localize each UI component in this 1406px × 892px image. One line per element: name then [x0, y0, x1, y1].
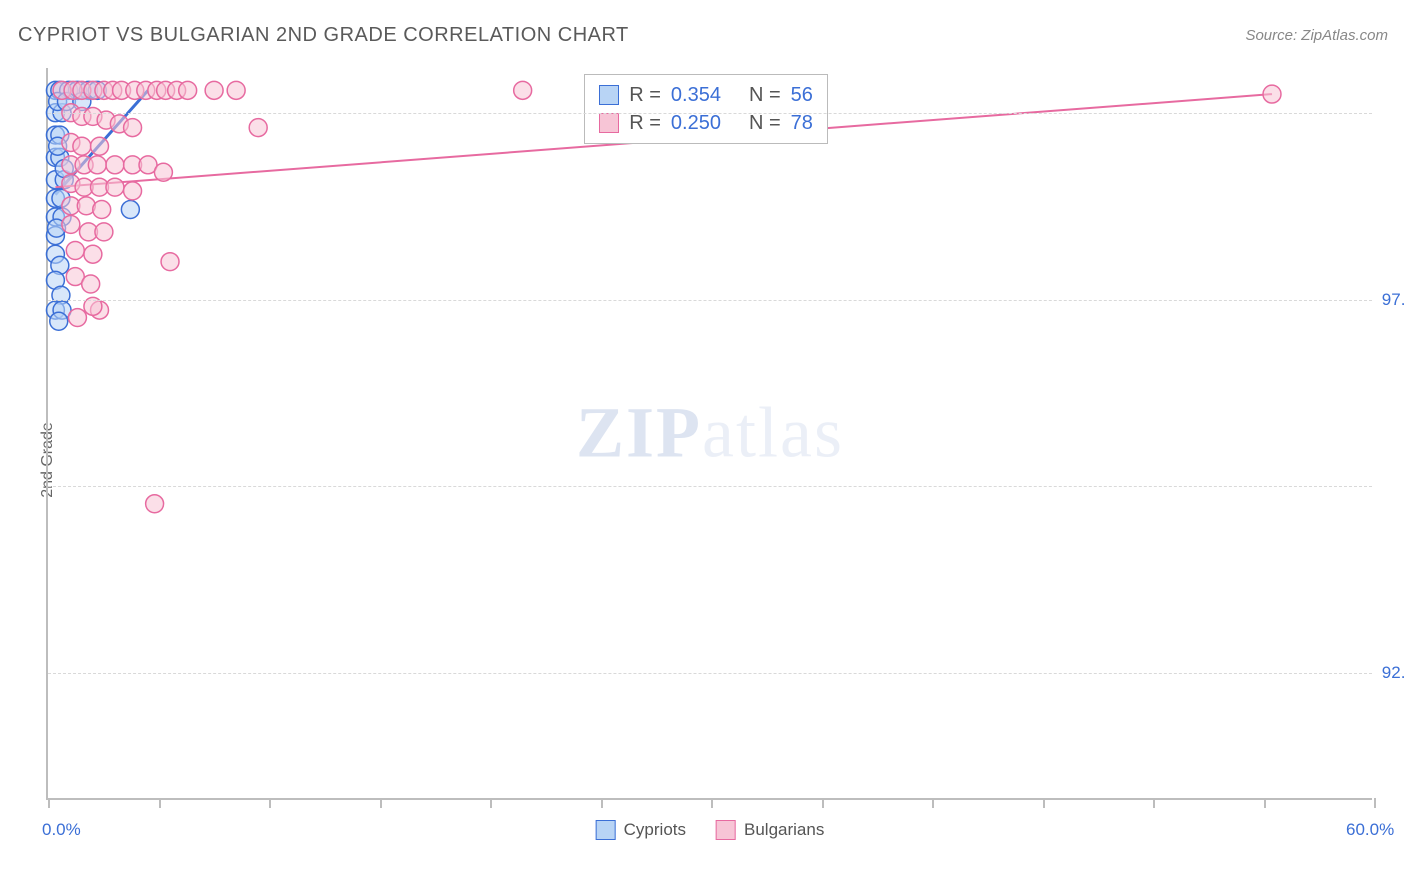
x-tick — [269, 798, 271, 808]
x-tick — [48, 798, 50, 808]
data-point — [146, 495, 164, 513]
gridline — [48, 300, 1372, 301]
y-tick-label: 92.5% — [1382, 663, 1406, 683]
stat-n-label: N = — [749, 81, 781, 109]
data-point — [121, 201, 139, 219]
data-point — [179, 81, 197, 99]
x-tick — [711, 798, 713, 808]
data-point — [124, 182, 142, 200]
data-point — [106, 156, 124, 174]
data-point — [227, 81, 245, 99]
data-point — [88, 156, 106, 174]
x-tick — [380, 798, 382, 808]
legend-swatch — [596, 820, 616, 840]
legend-swatch — [599, 85, 619, 105]
data-point — [205, 81, 223, 99]
data-point — [82, 275, 100, 293]
data-point — [66, 242, 84, 260]
data-point — [249, 119, 267, 137]
chart-title: CYPRIOT VS BULGARIAN 2ND GRADE CORRELATI… — [18, 24, 629, 47]
data-point — [91, 137, 109, 155]
stat-r-value: 0.354 — [671, 81, 721, 109]
data-point — [514, 81, 532, 99]
gridline — [48, 113, 1372, 114]
legend-swatch — [716, 820, 736, 840]
x-tick-label: 60.0% — [1346, 820, 1394, 840]
data-point — [95, 223, 113, 241]
x-tick — [1043, 798, 1045, 808]
data-point — [124, 119, 142, 137]
x-tick — [822, 798, 824, 808]
data-point — [68, 309, 86, 327]
x-tick — [490, 798, 492, 808]
data-point — [161, 253, 179, 271]
x-tick — [601, 798, 603, 808]
series-legend: Cypriots Bulgarians — [596, 820, 825, 840]
scatter-svg — [48, 68, 1372, 798]
data-point — [1263, 85, 1281, 103]
x-tick-label: 0.0% — [42, 820, 81, 840]
x-tick — [1153, 798, 1155, 808]
source-label: Source: ZipAtlas.com — [1245, 27, 1388, 44]
data-point — [106, 178, 124, 196]
legend-label: Cypriots — [624, 820, 686, 840]
x-tick — [1264, 798, 1266, 808]
data-point — [154, 163, 172, 181]
legend-item: Cypriots — [596, 820, 686, 840]
stats-legend: R =0.354N =56R =0.250N =78 — [584, 74, 828, 144]
y-tick-label: 97.5% — [1382, 290, 1406, 310]
gridline — [48, 673, 1372, 674]
legend-label: Bulgarians — [744, 820, 824, 840]
legend-row: R = 0.354 N = 56 — [599, 81, 813, 109]
data-point — [62, 215, 80, 233]
x-tick — [1374, 798, 1376, 808]
legend-item: Bulgarians — [716, 820, 824, 840]
plot-area: ZIPatlas R =0.354N =56R =0.250N =78 Cypr… — [46, 68, 1372, 800]
stat-n-value: 56 — [791, 81, 813, 109]
chart-container: 2nd Grade ZIPatlas R =0.354N =56R =0.250… — [18, 60, 1388, 860]
legend-swatch — [599, 113, 619, 133]
gridline — [48, 486, 1372, 487]
data-point — [73, 137, 91, 155]
x-tick — [932, 798, 934, 808]
data-point — [93, 201, 111, 219]
data-point — [84, 245, 102, 263]
x-tick — [159, 798, 161, 808]
stat-r-label: R = — [629, 81, 661, 109]
data-point — [50, 312, 68, 330]
